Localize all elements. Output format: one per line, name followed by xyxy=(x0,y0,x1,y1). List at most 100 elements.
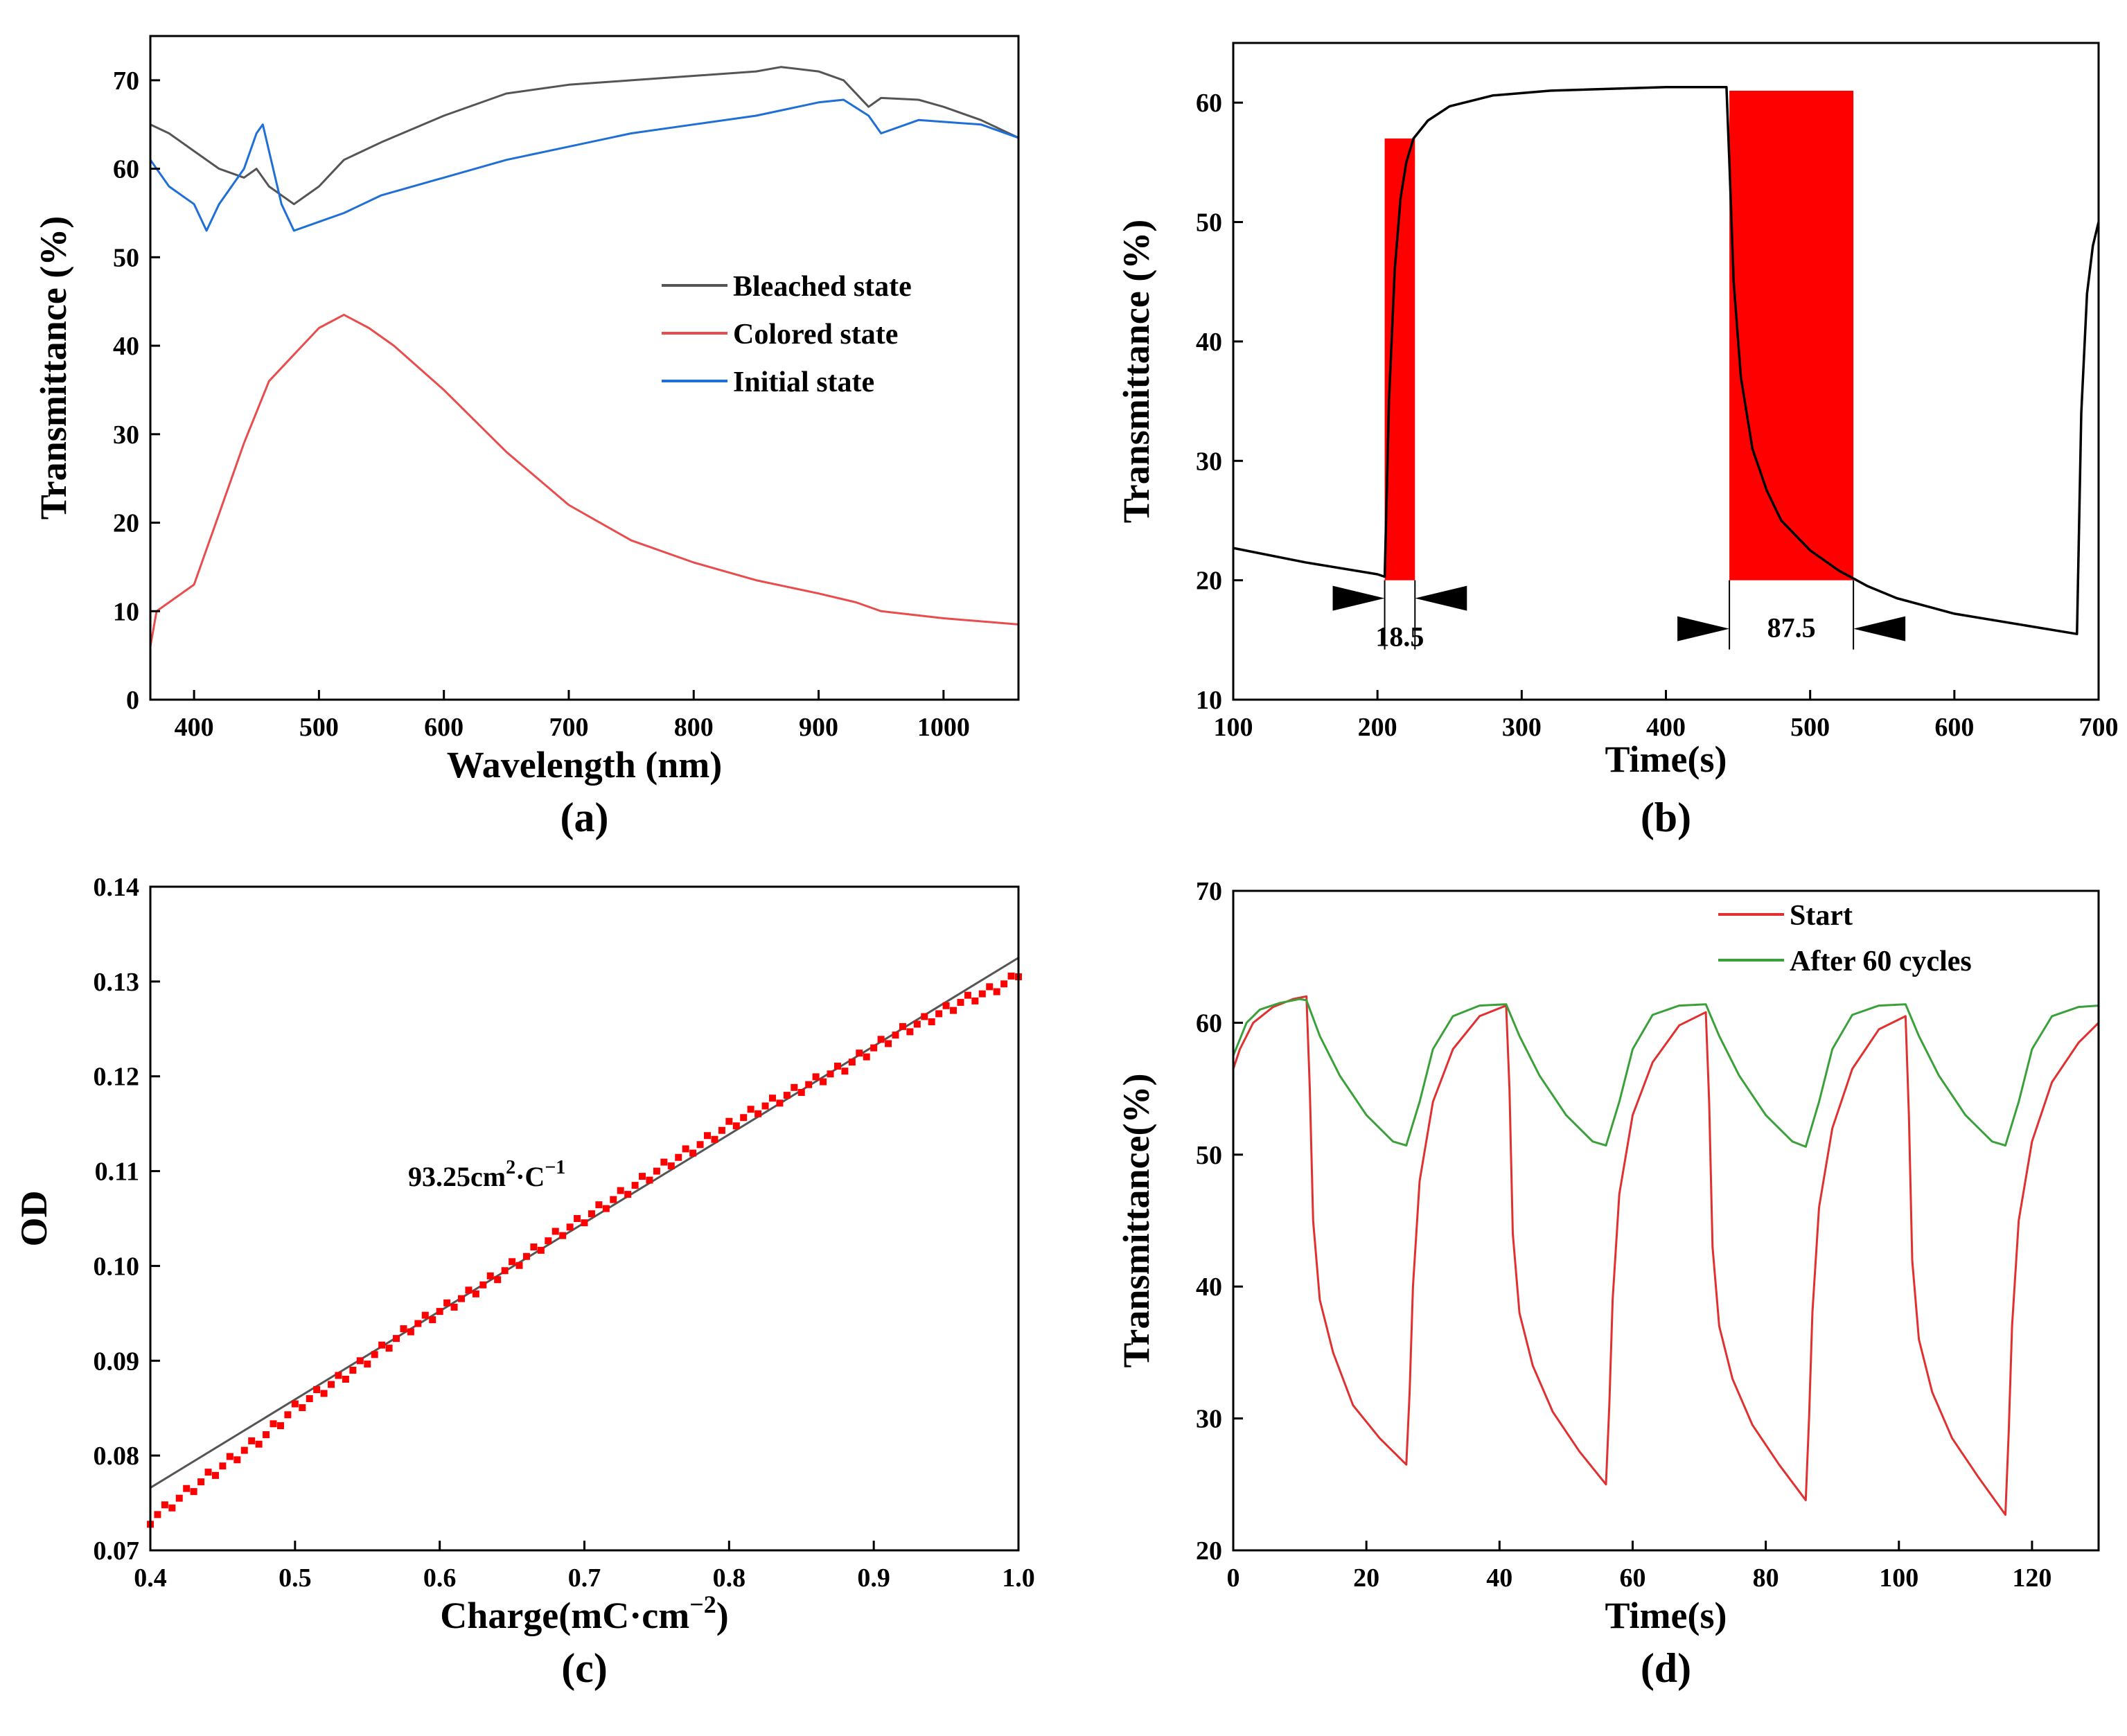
y-tick-label: 60 xyxy=(1196,89,1222,118)
data-point xyxy=(812,1073,820,1081)
legend-entry: Start xyxy=(1790,900,1853,932)
data-point xyxy=(732,1122,740,1130)
data-point xyxy=(935,1010,943,1018)
data-point xyxy=(791,1083,798,1091)
legend-entry: After 60 cycles xyxy=(1790,946,1972,977)
y-tick-label: 0.09 xyxy=(94,1347,140,1376)
data-point xyxy=(740,1114,748,1122)
data-point xyxy=(566,1223,574,1231)
y-tick-label: 0.11 xyxy=(95,1158,139,1187)
chart-panel-c: 0.4 0.5 0.6 0.7 0.8 0.9 1.0 0.07 0.08 0.09 0.10 0.1… xyxy=(13,873,1035,1691)
data-point xyxy=(833,1063,841,1070)
data-point xyxy=(233,1456,241,1464)
data-point xyxy=(610,1196,617,1203)
data-point xyxy=(364,1361,371,1368)
x-axis-label: Wavelength (nm) xyxy=(447,744,723,786)
data-point xyxy=(211,1471,219,1479)
data-point xyxy=(820,1078,827,1086)
panel-label: (b) xyxy=(1641,795,1691,840)
data-point xyxy=(827,1070,834,1078)
data-point xyxy=(270,1420,277,1428)
data-point xyxy=(320,1390,328,1397)
data-point xyxy=(783,1092,791,1099)
data-point xyxy=(515,1261,523,1269)
data-point xyxy=(877,1036,885,1043)
data-point xyxy=(1007,972,1015,980)
x-tick-label: 300 xyxy=(1502,713,1542,742)
legend-entry: Colored state xyxy=(733,319,898,351)
data-point xyxy=(754,1110,762,1117)
data-point xyxy=(313,1386,321,1394)
data-point xyxy=(797,1088,805,1096)
x-tick-label: 400 xyxy=(175,713,214,742)
data-point xyxy=(385,1345,393,1352)
transmittance-curve xyxy=(1233,86,2100,635)
slope-sup: 2 xyxy=(506,1157,515,1178)
series-group xyxy=(150,66,1018,647)
data-point xyxy=(978,990,986,998)
data-point xyxy=(240,1446,248,1454)
data-point xyxy=(551,1228,559,1235)
data-point xyxy=(856,1049,863,1057)
data-point xyxy=(639,1173,646,1180)
data-point xyxy=(624,1191,632,1198)
data-point xyxy=(378,1341,386,1349)
data-point xyxy=(841,1068,849,1075)
data-point xyxy=(646,1176,653,1184)
data-point xyxy=(964,991,971,999)
data-point xyxy=(219,1462,227,1470)
data-point xyxy=(371,1351,378,1358)
slope-sup: −1 xyxy=(545,1157,565,1178)
x-tick-label: 0.4 xyxy=(134,1564,167,1593)
data-point xyxy=(768,1095,776,1102)
y-tick-label: 10 xyxy=(1196,686,1222,715)
legend-entry: Bleached state xyxy=(733,271,912,303)
data-point xyxy=(667,1162,675,1170)
series-line-start xyxy=(1232,995,2100,1516)
x-tick-label: 60 xyxy=(1619,1564,1645,1593)
data-point xyxy=(356,1357,364,1365)
y-tick-label: 30 xyxy=(1196,1405,1222,1434)
data-point xyxy=(457,1295,465,1302)
data-point xyxy=(465,1286,473,1294)
data-point xyxy=(545,1237,552,1245)
data-point xyxy=(255,1440,263,1448)
data-point xyxy=(168,1504,176,1512)
data-point xyxy=(494,1276,502,1284)
data-point xyxy=(393,1335,400,1343)
data-point xyxy=(863,1053,870,1061)
data-point xyxy=(284,1411,292,1419)
highlight-band xyxy=(1729,90,1854,581)
x-tick-label: 500 xyxy=(1790,713,1830,742)
legend-entry: Initial state xyxy=(733,366,874,398)
y-tick-label: 50 xyxy=(1196,1141,1222,1170)
plot-frame xyxy=(149,885,1020,1552)
data-point xyxy=(660,1158,668,1166)
y-tick-label: 0.08 xyxy=(94,1442,140,1471)
data-point xyxy=(328,1381,335,1388)
data-point xyxy=(154,1511,161,1518)
x-tick-label: 600 xyxy=(1934,713,1974,742)
data-point xyxy=(848,1059,856,1066)
x-axis-label: Charge(mC·cm−2) xyxy=(440,1591,728,1636)
x-axis-label-tail: ) xyxy=(716,1595,729,1636)
series-line-after-60-cycles xyxy=(1232,998,2099,1148)
data-point xyxy=(400,1325,407,1333)
data-point xyxy=(747,1106,754,1113)
x-axis-label-main: Charge(mC·cm xyxy=(440,1595,689,1636)
data-point xyxy=(574,1215,581,1222)
data-point xyxy=(921,1013,928,1020)
data-point xyxy=(161,1501,168,1509)
data-point xyxy=(761,1102,769,1110)
data-point xyxy=(899,1022,906,1030)
data-point xyxy=(559,1232,567,1239)
data-point xyxy=(421,1311,429,1319)
panel-label: (c) xyxy=(561,1645,608,1691)
x-tick-label: 800 xyxy=(674,713,714,742)
data-point xyxy=(204,1469,212,1476)
plot-frame xyxy=(149,35,1020,701)
y-tick-label: 40 xyxy=(1196,1273,1222,1302)
data-point xyxy=(443,1299,451,1307)
y-axis-label: Transmittance (%) xyxy=(1115,220,1157,523)
